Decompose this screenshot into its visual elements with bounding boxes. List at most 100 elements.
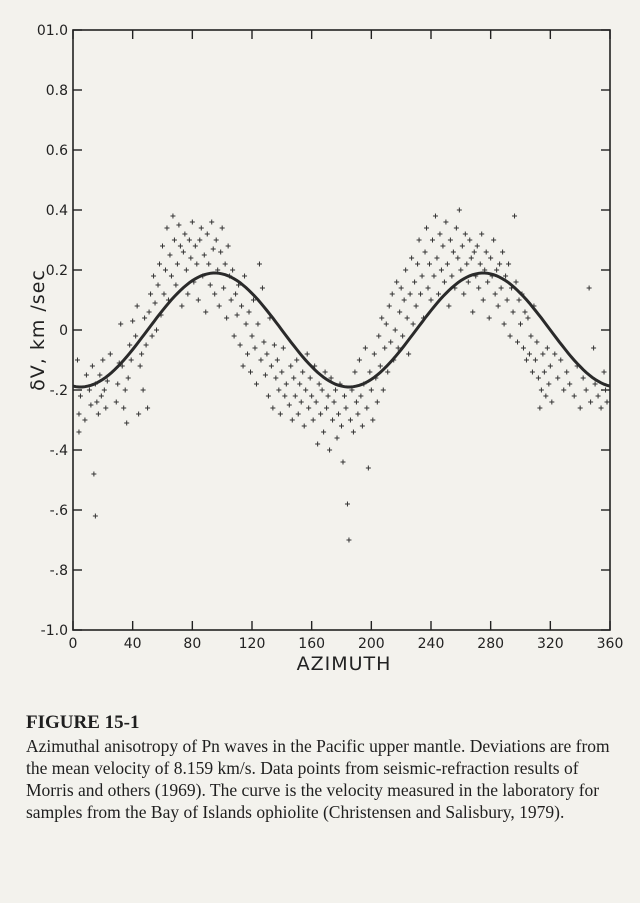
- data-point: [198, 225, 204, 231]
- y-axis-title: δV, km /sec: [27, 269, 49, 391]
- data-point: [380, 387, 386, 393]
- data-point: [225, 243, 231, 249]
- data-point: [409, 255, 415, 261]
- data-point: [577, 405, 583, 411]
- data-point: [513, 279, 519, 285]
- data-point: [441, 279, 447, 285]
- data-point: [98, 393, 104, 399]
- data-point: [170, 213, 176, 219]
- data-point: [277, 411, 283, 417]
- data-point: [515, 339, 521, 345]
- x-tick-label: 120: [239, 636, 266, 652]
- y-tick-label: 01.0: [37, 23, 68, 39]
- data-point: [501, 321, 507, 327]
- data-point: [412, 279, 418, 285]
- y-tick-label: -.6: [50, 503, 69, 519]
- data-point: [185, 291, 191, 297]
- data-point: [222, 261, 228, 267]
- data-point: [443, 219, 449, 225]
- data-point: [344, 501, 350, 507]
- data-point: [207, 282, 213, 288]
- data-point: [365, 465, 371, 471]
- data-point: [331, 399, 337, 405]
- data-point: [437, 231, 443, 237]
- data-point: [343, 405, 349, 411]
- data-point: [173, 282, 179, 288]
- data-point: [495, 303, 501, 309]
- laboratory-velocity-curve: [72, 271, 611, 389]
- data-point: [440, 243, 446, 249]
- data-point: [298, 399, 304, 405]
- data-point: [455, 255, 461, 261]
- data-point: [522, 309, 528, 315]
- data-point: [377, 363, 383, 369]
- data-point: [525, 315, 531, 321]
- data-point: [510, 309, 516, 315]
- data-point: [431, 273, 437, 279]
- data-point: [479, 231, 485, 237]
- data-point: [203, 309, 209, 315]
- data-point: [401, 297, 407, 303]
- data-point: [182, 231, 188, 237]
- data-point: [486, 315, 492, 321]
- data-point: [280, 345, 286, 351]
- data-point: [76, 429, 82, 435]
- x-tick-label: 160: [298, 636, 325, 652]
- data-point: [295, 411, 301, 417]
- data-point: [543, 393, 549, 399]
- data-point: [100, 357, 106, 363]
- data-point: [294, 357, 300, 363]
- data-point: [506, 261, 512, 267]
- data-point: [462, 231, 468, 237]
- figure-label: FIGURE 15-1: [26, 712, 140, 733]
- y-tick-label: -.2: [50, 383, 68, 399]
- data-point: [140, 387, 146, 393]
- data-point: [398, 285, 404, 291]
- data-point: [261, 339, 267, 345]
- data-point: [379, 315, 385, 321]
- data-point: [465, 279, 471, 285]
- data-point: [230, 267, 236, 273]
- data-point: [194, 261, 200, 267]
- data-point: [598, 405, 604, 411]
- data-point: [95, 411, 101, 417]
- data-point: [464, 261, 470, 267]
- data-point: [491, 237, 497, 243]
- data-point: [333, 387, 339, 393]
- data-point: [82, 417, 88, 423]
- data-point: [233, 291, 239, 297]
- data-point: [306, 405, 312, 411]
- data-point: [359, 423, 365, 429]
- data-point: [142, 315, 148, 321]
- data-point: [416, 237, 422, 243]
- data-point: [425, 285, 431, 291]
- data-point: [528, 333, 534, 339]
- data-point: [139, 351, 145, 357]
- data-point: [467, 237, 473, 243]
- data-point: [386, 303, 392, 309]
- data-point: [125, 375, 131, 381]
- data-point: [155, 282, 161, 288]
- data-point: [160, 243, 165, 249]
- data-point: [250, 297, 256, 303]
- data-point: [292, 393, 298, 399]
- data-point: [318, 411, 324, 417]
- data-point: [507, 333, 513, 339]
- data-point: [174, 261, 180, 267]
- data-point: [136, 411, 142, 417]
- data-point: [453, 225, 459, 231]
- data-point: [133, 333, 139, 339]
- data-point: [422, 249, 428, 255]
- data-point: [301, 423, 307, 429]
- data-point: [350, 429, 356, 435]
- data-point: [286, 402, 292, 408]
- data-point: [339, 423, 344, 429]
- data-point: [297, 381, 303, 387]
- data-point: [449, 273, 455, 279]
- data-point: [526, 351, 532, 357]
- data-point: [370, 417, 376, 423]
- data-point: [535, 375, 541, 381]
- data-point: [310, 417, 316, 423]
- data-point: [434, 255, 440, 261]
- data-point: [167, 252, 173, 258]
